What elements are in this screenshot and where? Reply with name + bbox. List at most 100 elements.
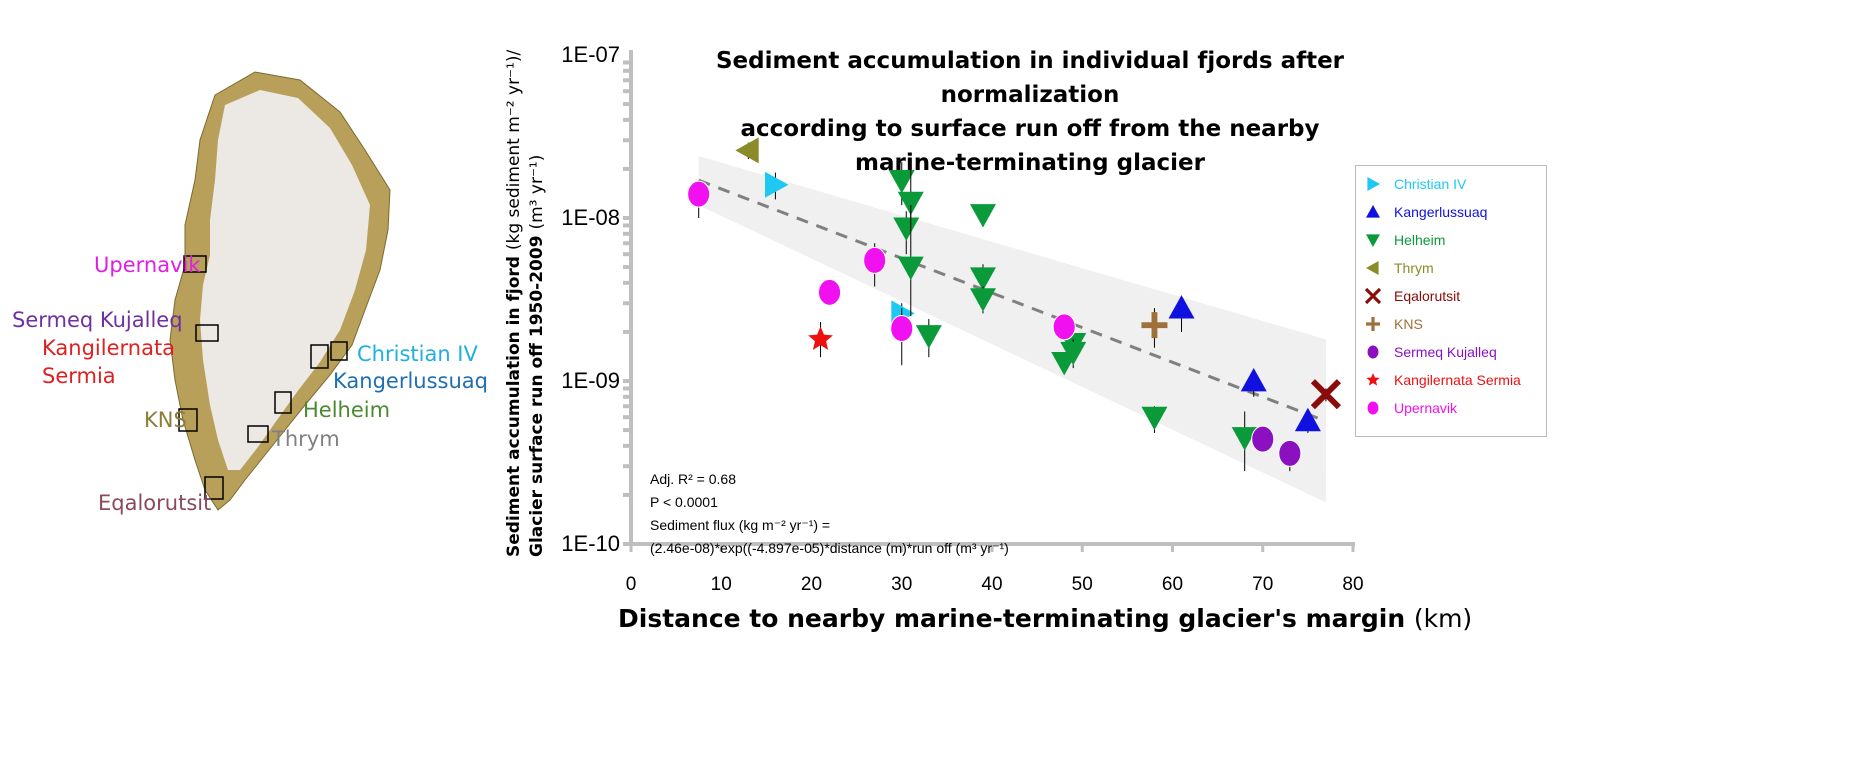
y-axis-label-line2: Glacier surface run off 1950-2009 [527, 235, 547, 557]
legend-item-kns: KNS [1356, 310, 1546, 338]
data-point-helheim [969, 267, 996, 291]
triangle-left-marker-icon [1366, 261, 1379, 275]
data-point-sermeq-kujalleq [1278, 439, 1302, 467]
box-kangerlussuaq [310, 344, 329, 369]
legend-item-christian-iv: Christian IV [1356, 170, 1546, 198]
x-marker-icon [1364, 287, 1382, 305]
y-tick-label: 1E-09 [561, 368, 620, 393]
x-tick-label: 50 [1071, 574, 1093, 595]
confidence-band [698, 156, 1326, 503]
legend-item-upernavik: Upernavik [1356, 394, 1546, 422]
equation-line1: Sediment flux (kg m⁻² yr⁻¹) = [650, 517, 831, 533]
triangle-down-marker-icon [1366, 234, 1380, 247]
plus-marker-icon [1366, 317, 1380, 331]
data-point-upernavik [863, 246, 887, 274]
y-tick-label: 1E-10 [561, 531, 620, 556]
data-point-upernavik [1052, 313, 1076, 341]
data-point-kangerlussuaq [1168, 295, 1195, 319]
legend-item-thrym: Thrym [1356, 254, 1546, 282]
ice-sheet [200, 90, 370, 470]
r-squared: Adj. R² = 0.68 [650, 471, 736, 487]
data-point-helheim [1231, 427, 1258, 451]
y-axis-label-unit2: (m³ yr⁻¹) [527, 154, 547, 230]
map-label-kns: KNS [144, 408, 187, 432]
y-tick-label: 1E-08 [561, 205, 620, 230]
map-label-sermeq-kujalleq: Sermeq Kujalleq [12, 308, 183, 332]
star-marker-icon [1366, 373, 1380, 386]
legend-item-eqalorutsit: Eqalorutsit [1356, 282, 1546, 310]
x-axis-label-unit: (km) [1413, 604, 1473, 633]
legend-marker [1366, 344, 1380, 360]
data-point-thrym [735, 137, 759, 164]
legend-marker [1366, 400, 1380, 416]
triangle-up-marker-icon [1366, 205, 1380, 218]
legend-marker [1366, 373, 1380, 386]
legend-marker [1366, 261, 1379, 275]
data-point-helheim [1060, 341, 1087, 366]
y-tick-label: 1E-07 [561, 42, 620, 67]
legend-label: Thrym [1394, 260, 1434, 276]
legend-label: Sermeq Kujalleq [1394, 344, 1497, 360]
map-label-kangerlussuaq: Kangerlussuaq [333, 369, 488, 393]
legend-label: Kangilernata Sermia [1394, 372, 1521, 388]
x-tick-label: 60 [1161, 574, 1184, 595]
data-point-kangerlussuaq [1294, 407, 1321, 432]
data-point-upernavik [687, 180, 711, 208]
equation-line2: (2.46e-08)*exp((-4.897e-05)*distance (m)… [650, 540, 1009, 556]
legend-label: Christian IV [1394, 176, 1467, 192]
data-point-upernavik [818, 278, 842, 306]
map-label-upernavik: Upernavik [94, 253, 201, 277]
legend-label: KNS [1394, 316, 1423, 332]
study-site-boxes [178, 255, 348, 500]
data-point-helheim [969, 288, 996, 312]
x-tick-label: 30 [891, 574, 913, 595]
circle-marker-icon [1366, 344, 1380, 360]
data-point-kangerlussuaq [1240, 368, 1267, 392]
fit-annotation: Adj. R² = 0.68 P < 0.0001 Sediment flux … [650, 468, 1009, 560]
y-axis-label: Sediment accumulation in fjord (kg sedim… [503, 50, 549, 557]
data-point-upernavik [890, 314, 914, 342]
map-label-eqalorutsit: Eqalorutsit [98, 491, 212, 515]
map-label-kangilernata: Kangilernata [42, 336, 176, 360]
chart-title-line: Sediment accumulation in individual fjor… [715, 48, 1345, 108]
map-label-helheim: Helheim [303, 398, 391, 422]
greenland-map [169, 71, 391, 511]
legend-label: Upernavik [1394, 400, 1458, 416]
legend-label: Helheim [1394, 232, 1446, 248]
data-point-eqalorutsit [1310, 379, 1341, 410]
legend-label: Eqalorutsit [1394, 288, 1461, 304]
trend-line [698, 178, 1327, 423]
chart-title-line: marine-terminating glacier [855, 150, 1205, 176]
y-axis-label-unit1: (kg sediment m⁻² yr⁻¹)/ [504, 49, 524, 251]
data-point-helheim [897, 256, 924, 281]
chart-title-line: according to surface run off from the ne… [740, 116, 1320, 142]
map-label-christian-iv: Christian IV [357, 342, 478, 366]
x-tick-label: 0 [625, 574, 637, 595]
p-value: P < 0.0001 [650, 494, 718, 510]
x-axis-label-main: Distance to nearby marine-terminating gl… [618, 604, 1406, 633]
legend-item-kangerlussuaq: Kangerlussuaq [1356, 198, 1546, 226]
triangle-right-marker-icon [1367, 177, 1380, 191]
box-eqalorutsit [204, 476, 224, 500]
legend-marker [1366, 317, 1380, 331]
x-tick-label: 10 [710, 574, 732, 595]
x-tick-label: 80 [1342, 574, 1364, 595]
data-point-sermeq-kujalleq [1251, 425, 1275, 453]
x-axis-label: Distance to nearby marine-terminating gl… [618, 604, 1472, 633]
box-thrym [247, 425, 269, 443]
legend: Christian IV Kangerlussuaq Helheim Thrym Eqa… [1355, 165, 1547, 437]
legend-item-sermeq-kujalleq: Sermeq Kujalleq [1356, 338, 1546, 366]
y-axis-label-line1: Sediment accumulation in fjord [504, 256, 524, 557]
data-point-helheim [897, 191, 924, 216]
legend-marker [1364, 287, 1382, 305]
x-tick-label: 20 [800, 574, 823, 595]
chart-title: Sediment accumulation in individual fjor… [640, 44, 1420, 180]
data-point-christian-iv [765, 171, 789, 198]
box-christian-iv [330, 341, 348, 361]
data-point-helheim [969, 204, 996, 228]
legend-label: Kangerlussuaq [1394, 204, 1488, 220]
x-tick-label: 70 [1252, 574, 1274, 595]
box-sermeq-kujalleq [195, 324, 219, 342]
